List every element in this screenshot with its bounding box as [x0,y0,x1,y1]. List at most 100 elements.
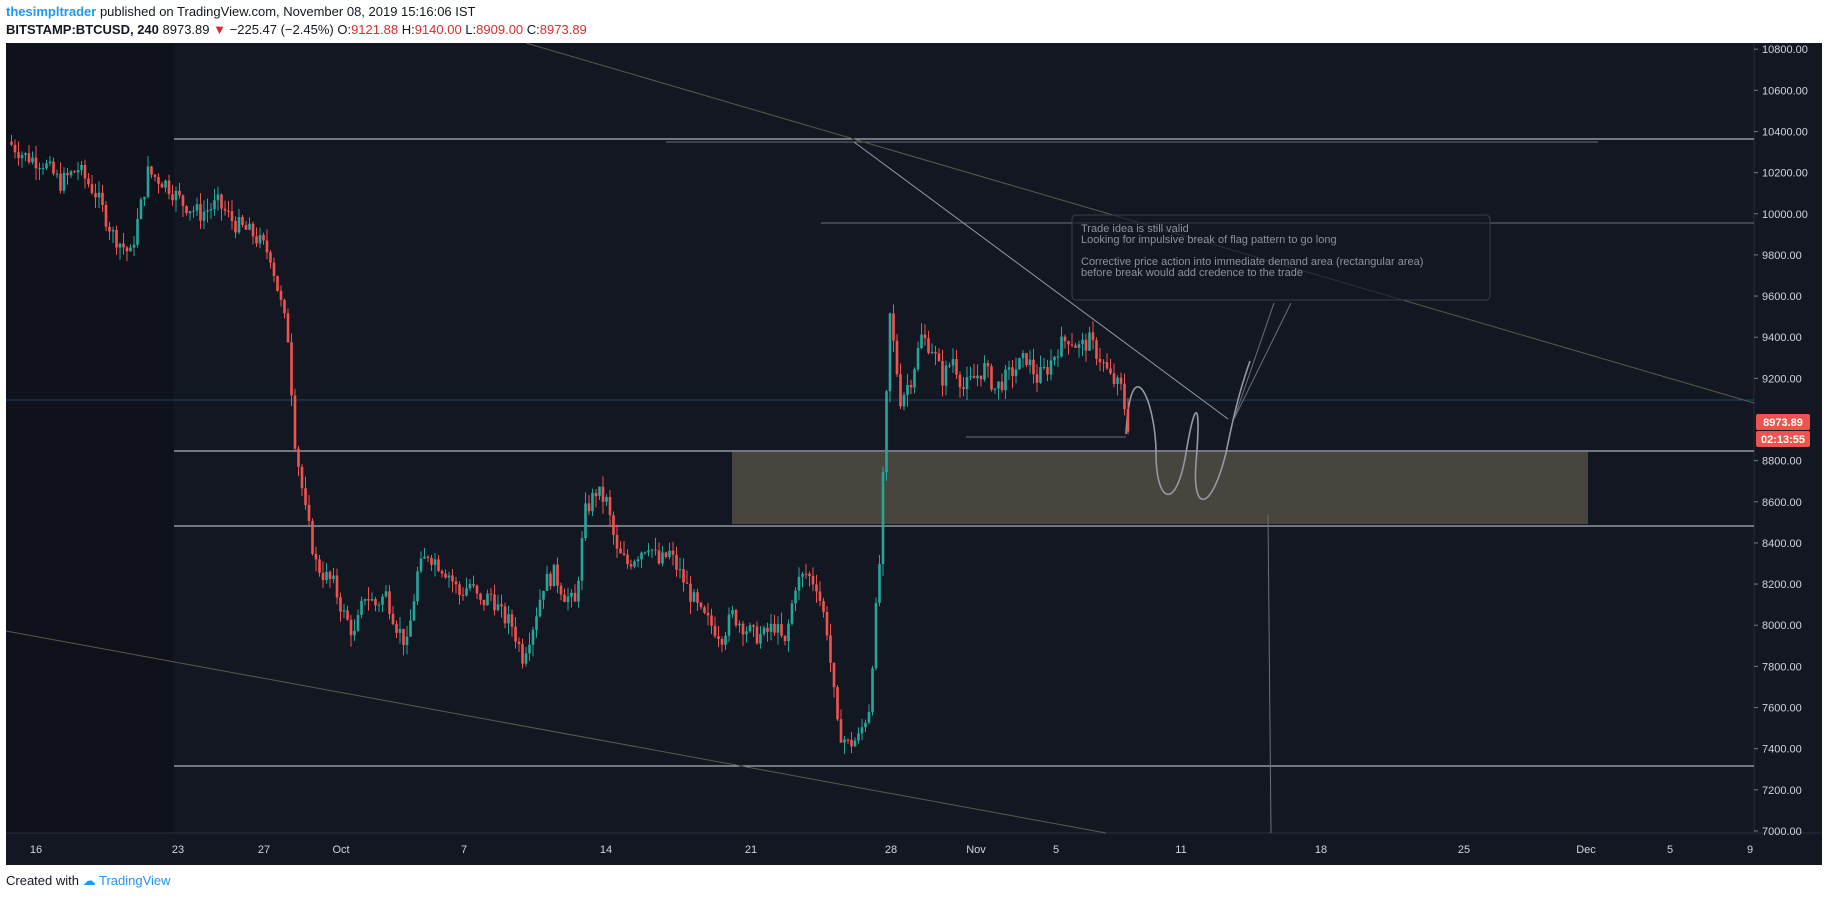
candle-body [990,366,993,390]
candle-body [787,623,790,642]
annotation-line: Looking for impulsive break of flag patt… [1081,234,1337,246]
price-tick-label: 9800.00 [1762,250,1802,262]
projected-path-curve[interactable] [1125,360,1251,501]
candle-body [167,180,171,195]
candle-body [626,554,629,565]
time-marker-vertical[interactable] [1267,514,1272,834]
lower-channel-trendline[interactable] [5,630,1107,834]
candle-body [454,581,458,585]
tradingview-logo-icon[interactable]: ☁ [82,873,96,888]
candle-body [251,223,255,237]
price-tick-label: 7200.00 [1762,785,1802,797]
candle-body [1070,344,1074,346]
candle-body [839,719,843,743]
candle-body [1126,409,1130,432]
candle-body [388,591,391,614]
candle-body [223,208,227,211]
candle-body [780,624,783,636]
candle-body [857,733,860,741]
candle-body [139,199,143,220]
candle-body [1123,383,1126,410]
candle-body [479,593,482,600]
candle-body [342,610,346,612]
candle-body [346,610,349,620]
time-tick-label: 14 [600,844,612,856]
price-tick-label: 7800.00 [1762,661,1802,673]
candle-body [535,616,538,630]
countdown-badge-text: 02:13:55 [1761,434,1805,446]
candle-body [13,144,17,153]
candle-body [997,381,1000,389]
annotation-callout-box[interactable] [1071,214,1491,301]
candle-body [157,176,160,184]
candle-body [300,466,304,489]
candle-body [976,375,979,379]
low-value: 8909.00 [476,22,524,37]
candle-body [846,739,850,741]
candle-body [727,614,731,636]
candle-body [934,351,937,354]
candle-body [111,229,115,232]
price-tick-label: 7000.00 [1762,826,1802,838]
candle-body [874,602,878,669]
candle-body [227,210,230,212]
candle-body [241,217,244,225]
author-link[interactable]: thesimpltrader [6,4,97,19]
candle-body [48,161,52,164]
candle-body [528,644,531,654]
demand-zone-rectangle[interactable] [732,452,1588,524]
candle-body [339,597,342,612]
time-tick-label: 7 [461,844,467,856]
candle-body [321,572,325,581]
annotation-line: Corrective price action into immediate d… [1081,256,1423,268]
candle-body [948,365,951,367]
candle-body [307,504,311,521]
candle-body [692,592,696,602]
candle-body [552,564,556,587]
candle-body [955,359,958,375]
time-tick-label: 18 [1315,844,1327,856]
candle-body [762,627,766,635]
candle-body [437,559,440,572]
candle-body [230,211,234,221]
close-value: 8973.89 [539,22,587,37]
candle-body [377,604,381,606]
chart-area[interactable]: Trade idea is still valid Looking for imp… [5,42,1822,865]
candle-body [556,564,559,586]
candle-body [661,552,664,564]
candle-body [1014,369,1018,377]
candle-body [699,602,703,608]
candle-body [657,550,661,564]
candle-body [108,226,111,232]
candle-body [965,377,969,390]
candle-body [199,204,202,221]
candle-body [654,549,657,551]
candle-body [570,592,573,597]
candle-body [885,391,888,473]
candle-body [45,163,48,169]
candle-body [304,488,307,505]
tradingview-brand-link[interactable]: TradingView [99,873,171,888]
candle-body [538,599,542,617]
candle-body [594,492,598,497]
candle-body [444,573,447,578]
candle-body [1049,360,1053,375]
candle-body [171,194,174,201]
candle-body [927,338,930,353]
candle-body [265,240,269,253]
candle-body [181,195,185,207]
candle-body [115,229,118,248]
flag-upper-trendline[interactable] [853,141,1229,420]
candle-body [129,247,132,252]
candlestick-series [10,134,1130,755]
candle-body [958,374,962,388]
candle-body [909,384,913,388]
candle-body [850,739,853,747]
candle-body [1004,369,1007,391]
candle-body [286,313,290,343]
candle-body [1081,339,1084,345]
candle-body [797,576,801,591]
candle-body [489,593,493,595]
candle-body [703,607,706,613]
